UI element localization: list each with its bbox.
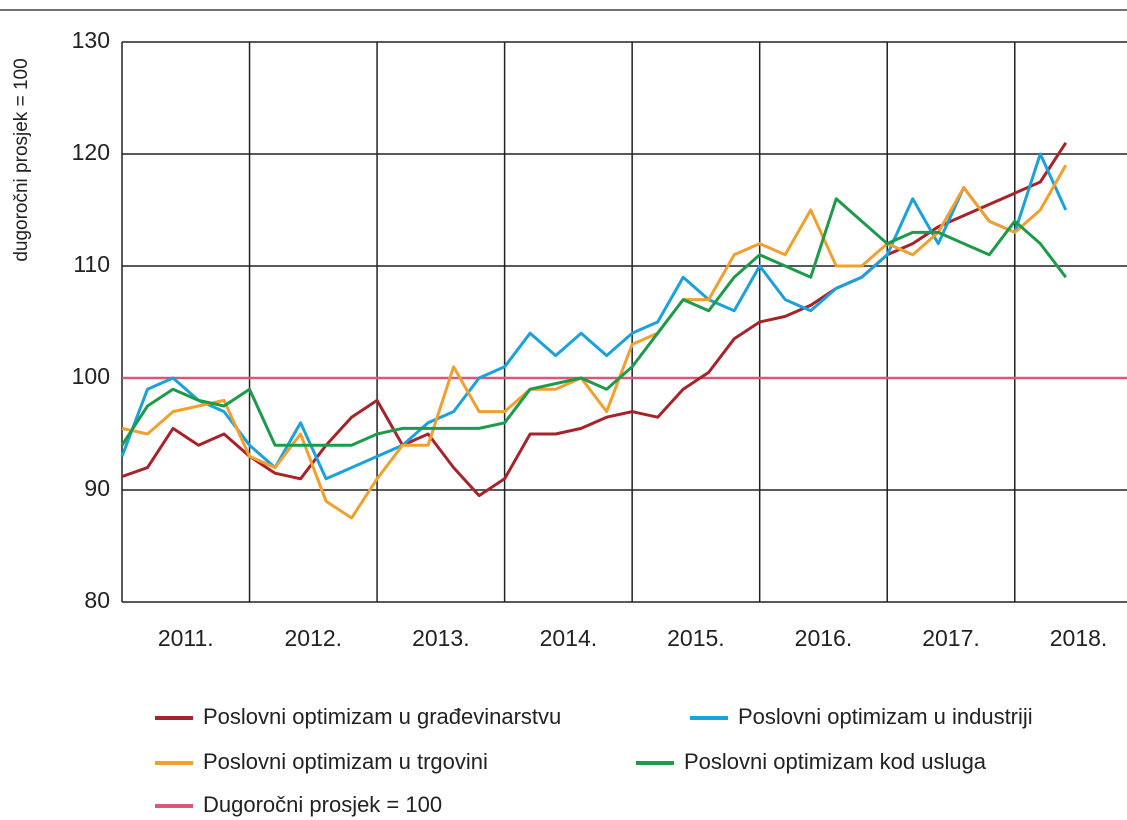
x-tick-label: 2013. <box>412 625 470 651</box>
legend-label: Poslovni optimizam u građevinarstvu <box>203 704 561 729</box>
y-tick-label: 120 <box>72 139 110 165</box>
series-line <box>121 164 1068 520</box>
x-tick-label: 2018. <box>1050 625 1108 651</box>
series-line <box>120 152 1068 481</box>
legend-label: Poslovni optimizam u trgovini <box>203 749 488 774</box>
x-tick-label: 2016. <box>795 625 853 651</box>
y-tick-label: 130 <box>72 27 110 53</box>
legend-label: Poslovni optimizam u industriji <box>738 704 1033 729</box>
y-tick-label: 80 <box>84 587 110 613</box>
x-tick-label: 2011. <box>158 625 214 651</box>
y-tick-label: 110 <box>73 251 110 277</box>
series-line <box>120 197 1067 447</box>
y-axis-label: dugoročni prosjek = 100 <box>11 58 32 261</box>
series-line <box>121 141 1068 498</box>
y-tick-label: 100 <box>72 363 110 389</box>
x-tick-label: 2017. <box>922 625 980 651</box>
x-tick-label: 2012. <box>285 625 343 651</box>
x-tick-label: 2015. <box>667 625 725 651</box>
legend-label: Dugoročni prosjek = 100 <box>203 792 442 817</box>
x-tick-label: 2014. <box>540 625 598 651</box>
y-tick-label: 90 <box>84 475 110 501</box>
legend-label: Poslovni optimizam kod usluga <box>684 749 987 774</box>
